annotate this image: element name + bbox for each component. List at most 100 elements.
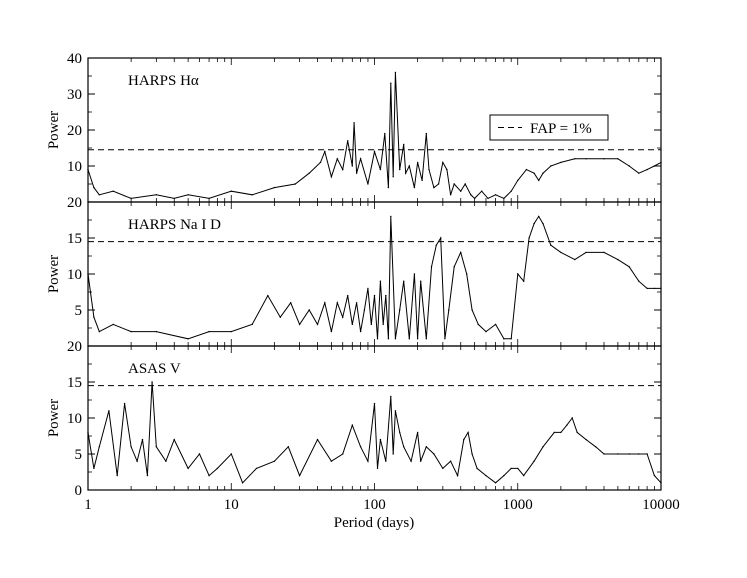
data-point <box>510 338 512 340</box>
data-point <box>316 438 319 441</box>
data-point <box>603 251 605 254</box>
data-point <box>399 431 401 434</box>
data-point <box>155 330 158 333</box>
data-point <box>93 186 95 189</box>
data-point <box>251 323 253 326</box>
data-point <box>638 453 640 455</box>
data-point <box>187 194 189 196</box>
data-point <box>542 222 544 225</box>
data-point <box>449 460 452 462</box>
data-point <box>494 323 497 326</box>
panel-3: 20 15 10 5 01 10 100 1000 10000 Power ASAS V <box>46 339 680 513</box>
data-point <box>87 168 89 171</box>
data-point <box>653 474 656 477</box>
data-point <box>463 438 465 441</box>
data-point <box>410 460 412 462</box>
data-point <box>324 150 326 153</box>
data-point <box>542 172 544 174</box>
data-point <box>367 287 369 290</box>
data-point <box>646 168 648 171</box>
data-point <box>628 165 630 167</box>
y-tick-label: 15 <box>67 231 82 247</box>
data-point <box>208 197 210 200</box>
data-point <box>273 186 276 189</box>
data-point <box>384 132 386 135</box>
data-point <box>404 172 407 174</box>
data-point <box>87 431 89 434</box>
data-point <box>98 330 101 333</box>
data-point <box>585 251 587 254</box>
data-point <box>628 453 630 455</box>
data-point <box>419 460 422 462</box>
data-point <box>403 143 405 146</box>
data-point <box>510 467 512 470</box>
y-tick-label: 10 <box>67 159 82 175</box>
data-point <box>342 316 344 318</box>
data-point <box>287 446 289 448</box>
data-point <box>408 165 411 167</box>
x-tick-label: 10 <box>224 497 239 513</box>
data-point <box>390 215 392 218</box>
data-point <box>146 474 149 477</box>
data-point <box>173 197 175 200</box>
data-point <box>367 460 369 462</box>
data-point <box>585 438 587 441</box>
data-point <box>367 183 369 185</box>
data-point <box>517 179 519 182</box>
data-point <box>373 402 376 405</box>
data-point <box>373 294 376 297</box>
data-point <box>216 467 219 470</box>
data-point <box>560 251 562 254</box>
data-point <box>390 82 392 84</box>
data-point <box>336 158 339 160</box>
data-point <box>480 190 483 192</box>
x-tick-label: 1 <box>84 497 92 513</box>
data-point <box>437 183 440 185</box>
data-point <box>617 453 619 455</box>
data-point <box>298 474 301 477</box>
data-point <box>208 474 210 477</box>
data-point <box>324 302 326 304</box>
data-point <box>467 431 469 434</box>
data-point <box>399 309 401 311</box>
data-point <box>442 161 444 164</box>
data-point <box>448 309 450 311</box>
data-point <box>494 482 497 484</box>
power-series-line <box>87 381 662 484</box>
data-point <box>617 258 619 261</box>
data-point <box>440 237 442 239</box>
y-axis-label: Power <box>46 255 62 293</box>
data-point <box>473 197 476 200</box>
data-point <box>394 71 397 74</box>
data-point <box>471 309 473 311</box>
data-point <box>98 446 101 448</box>
y-tick-label: 20 <box>67 195 82 211</box>
data-point <box>198 453 201 455</box>
data-point <box>425 446 428 448</box>
data-point <box>550 165 552 167</box>
legend: FAP = 1% <box>489 114 609 141</box>
data-point <box>425 132 428 135</box>
data-point <box>359 158 362 160</box>
data-point <box>355 302 358 304</box>
data-point <box>342 168 344 171</box>
data-point <box>251 194 253 196</box>
data-point <box>465 273 468 275</box>
data-point <box>553 431 556 434</box>
data-point <box>522 474 525 477</box>
data-point <box>394 410 397 412</box>
x-tick-label: 1000 <box>503 497 533 513</box>
data-point <box>517 467 519 470</box>
data-point <box>230 453 232 455</box>
data-point <box>342 453 344 455</box>
data-point <box>533 460 535 462</box>
data-point <box>330 176 333 178</box>
data-point <box>660 482 662 484</box>
data-point <box>98 194 101 196</box>
data-point <box>560 431 562 434</box>
data-point <box>550 244 552 246</box>
y-tick-label: 20 <box>67 123 82 139</box>
data-point <box>289 302 292 304</box>
data-point <box>542 446 544 448</box>
data-point <box>379 438 382 441</box>
